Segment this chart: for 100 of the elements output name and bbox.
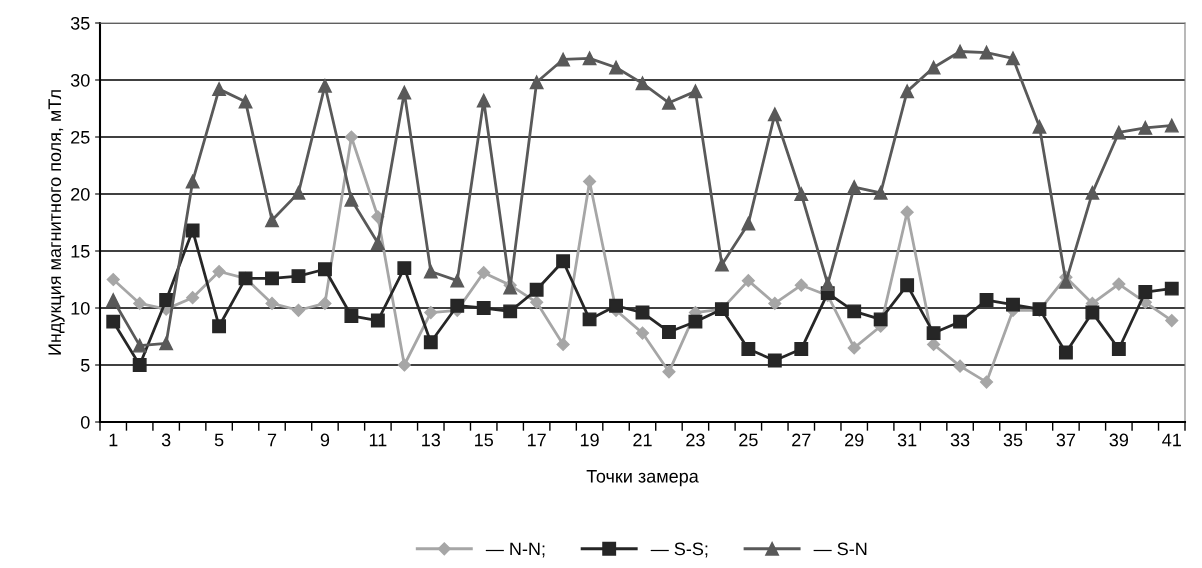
x-axis-title: Точки замера (586, 470, 699, 487)
point (556, 52, 571, 67)
x-tick-label: 37 (1056, 433, 1076, 447)
point (186, 291, 200, 305)
point (582, 312, 597, 327)
point (1164, 118, 1179, 133)
y-tick-label: 0 (80, 415, 90, 429)
point (159, 293, 174, 307)
point (344, 309, 359, 323)
point (953, 314, 968, 329)
point (794, 187, 809, 201)
point (212, 82, 227, 97)
point (212, 319, 227, 334)
x-tick-label: 19 (580, 433, 599, 447)
x-tick-label: 25 (739, 433, 758, 447)
point (979, 375, 994, 389)
point (900, 205, 914, 219)
point (529, 282, 544, 297)
point (291, 185, 306, 200)
point (635, 76, 650, 91)
x-tick-label: 31 (897, 433, 917, 447)
x-tick-label: 7 (267, 433, 277, 447)
legend-label: — S-N (813, 542, 867, 556)
point (767, 353, 782, 368)
point (477, 266, 491, 280)
point (714, 257, 729, 272)
point (106, 272, 120, 287)
point (582, 174, 597, 189)
x-tick-label: 13 (422, 433, 441, 447)
point (1165, 313, 1179, 328)
point (609, 60, 623, 75)
point (609, 298, 623, 313)
y-axis-title: Индукция магнитного поля, мТл (48, 90, 65, 355)
legend-label: — S-S; (650, 542, 708, 558)
point (370, 313, 385, 328)
point (900, 278, 915, 293)
point (741, 274, 755, 288)
legend-label: — N-N; (485, 542, 545, 558)
point (662, 95, 676, 110)
point (1138, 285, 1153, 299)
point (768, 296, 782, 311)
point (370, 236, 385, 250)
point (424, 305, 438, 320)
point (1164, 281, 1179, 296)
point (159, 336, 174, 351)
point (265, 213, 279, 228)
point (450, 273, 465, 288)
point (741, 342, 756, 356)
point (132, 338, 147, 353)
y-tick-label: 35 (70, 16, 90, 30)
point (873, 185, 888, 200)
x-tick-label: 3 (161, 433, 171, 447)
point (476, 93, 491, 108)
point (662, 324, 676, 339)
point (317, 78, 332, 93)
point (397, 261, 412, 276)
point (926, 326, 941, 341)
point (688, 84, 703, 99)
point (794, 342, 809, 356)
x-tick-label: 9 (320, 433, 330, 447)
x-tick-label: 29 (845, 433, 864, 447)
point (741, 216, 756, 231)
x-tick-label: 11 (369, 433, 387, 447)
x-tick-label: 33 (950, 433, 970, 447)
point (1058, 274, 1073, 289)
y-tick-label: 30 (70, 73, 90, 87)
point (847, 341, 861, 355)
point (635, 305, 650, 320)
point (423, 335, 438, 350)
point (265, 271, 279, 286)
point (1032, 119, 1047, 134)
x-tick-label: 17 (527, 433, 546, 447)
point (1138, 120, 1153, 135)
y-tick-label: 20 (71, 187, 90, 201)
x-tick-label: 39 (1109, 433, 1129, 447)
point (185, 174, 200, 189)
x-tick-label: 21 (633, 433, 652, 447)
y-tick-label: 25 (71, 130, 90, 144)
point (794, 278, 808, 292)
point (873, 312, 888, 327)
point (1006, 297, 1020, 312)
x-tick-label: 41 (1162, 433, 1181, 447)
point (582, 51, 597, 66)
point (530, 295, 544, 309)
x-tick-label: 27 (792, 433, 811, 447)
point (291, 269, 306, 284)
point (1006, 51, 1020, 66)
point (979, 293, 994, 307)
point (423, 264, 438, 279)
point (926, 60, 941, 75)
point (106, 314, 121, 329)
point (317, 262, 332, 277)
point (1085, 185, 1100, 200)
point (529, 75, 544, 90)
point (238, 94, 253, 109)
x-tick-label: 15 (475, 433, 494, 447)
y-tick-label: 15 (71, 245, 90, 258)
point (397, 358, 411, 372)
y-tick-label: 5 (80, 359, 90, 372)
point (556, 337, 570, 352)
